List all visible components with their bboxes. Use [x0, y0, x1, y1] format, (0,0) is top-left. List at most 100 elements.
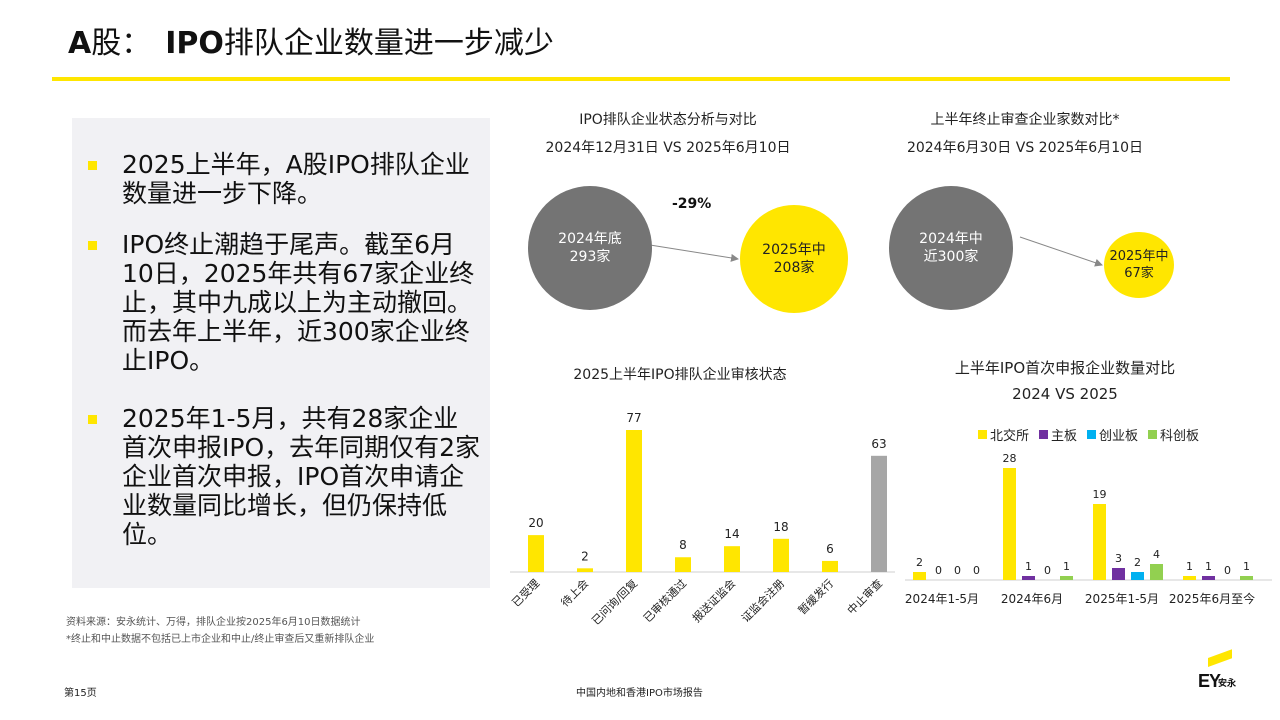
panel1-right-line1: 2025年中 [762, 242, 826, 258]
panel2-left-line2: 近300家 [923, 249, 979, 265]
chart2-bar [1202, 576, 1215, 580]
legend-swatch-blue [1087, 430, 1097, 439]
chart2-value-label: 0 [954, 564, 961, 577]
chart1-value-label: 20 [528, 516, 543, 530]
panel1-heading: IPO排队企业状态分析与对比 2024年12月31日 VS 2025年6月10日 [528, 108, 808, 160]
chart1-category-label: 暂缓发行 [795, 576, 836, 617]
panel2-right-line1: 2025年中 [1109, 249, 1169, 264]
chart1-bar [871, 455, 887, 572]
chart2-value-label: 1 [1205, 560, 1212, 573]
bullet-text: IPO终止潮趋于尾声。截至6月10日，2025年共有67家企业终止，其中九成以上… [122, 230, 475, 375]
ey-logo: EY 安永 [1198, 649, 1237, 692]
page-title: A股： IPO排队企业数量进一步减少 [68, 24, 554, 64]
chart2-category-label: 2025年1-5月 [1085, 592, 1159, 606]
chart2-value-label: 1 [1243, 560, 1250, 573]
bullet-text: 2025上半年，A股IPO排队企业数量进一步下降。 [122, 150, 470, 208]
legend-swatch-yellow [978, 430, 987, 439]
panel2-left-line1: 2024年中 [919, 231, 983, 247]
chart1-bar [626, 430, 642, 572]
chart2-bar [1093, 504, 1106, 580]
ey-logo-text: 安永 [1218, 679, 1237, 689]
legend-label: 创业板 [1099, 429, 1139, 444]
title-prefix: A [68, 26, 92, 61]
chart2-bar [1003, 468, 1016, 580]
ey-logo-mark: EY [1198, 671, 1221, 691]
panel2-right-line2: 67家 [1124, 266, 1154, 281]
chart2-heading: 上半年IPO首次申报企业数量对比 2024 VS 2025 [920, 356, 1210, 406]
legend-label: 主板 [1051, 429, 1078, 444]
panel2-subtitle: 2024年6月30日 VS 2025年6月10日 [906, 140, 1144, 156]
chart2-legend: 北交所 主板 创业板 科创板 [978, 425, 1199, 444]
title-underline [52, 77, 1230, 81]
bullet-item: 2025上半年，A股IPO排队企业数量进一步下降。 [88, 150, 483, 208]
legend-swatch-green [1148, 430, 1158, 439]
chart2-value-label: 3 [1115, 552, 1122, 565]
chart2-category-label: 2025年6月至今 [1169, 591, 1255, 606]
legend-item: 北交所 [978, 425, 1029, 444]
panel1-left-line1: 2024年底 [558, 231, 622, 247]
bullet-marker [88, 415, 97, 424]
chart1-title: 2025上半年IPO排队企业审核状态 [573, 367, 787, 383]
title-rest: 排队企业数量进一步减少 [223, 26, 554, 61]
footnote: *终止和中止数据不包括已上市企业和中止/终止审查后又重新排队企业 [66, 634, 375, 645]
chart2-bar [1060, 576, 1073, 580]
chart1-bar [724, 546, 740, 572]
chart2-value-label: 1 [1025, 560, 1032, 573]
chart2-bar [1112, 568, 1125, 580]
panel2-circle-2024: 2024年中 近300家 [889, 186, 1013, 310]
source-note: 资料来源：安永统计、万得，排队企业按2025年6月10日数据统计 [66, 617, 361, 628]
title-strong: IPO [165, 26, 224, 61]
chart1-bar [528, 535, 544, 572]
chart2-value-label: 4 [1153, 548, 1160, 561]
change-percent: -29% [672, 196, 712, 212]
bullet-marker [88, 161, 97, 170]
chart1-value-label: 63 [871, 437, 886, 451]
chart1-svg: 20 已受理 2 待上会 77 已问询/回复 8 已审核通过 14 报送证监会 18 证监会注册 6 暂缓… [510, 411, 895, 628]
bullet-panel: 2025上半年，A股IPO排队企业数量进一步下降。 IPO终止潮趋于尾声。截至6… [72, 118, 490, 588]
chart2-bar [1183, 576, 1196, 580]
chart1-value-label: 6 [826, 542, 834, 556]
chart1-value-label: 14 [724, 527, 739, 541]
chart1-value-label: 2 [581, 549, 589, 563]
chart2-value-label: 0 [973, 564, 980, 577]
chart1-value-label: 77 [626, 411, 641, 425]
chart2-bar [1150, 564, 1163, 580]
chart1-category-label: 已问询/回复 [589, 576, 640, 627]
chart1-bar [773, 538, 789, 572]
panel1-circle-2024: 2024年底 293家 [528, 186, 652, 310]
report-name: 中国内地和香港IPO市场报告 [576, 688, 703, 699]
chart2-value-label: 1 [1186, 560, 1193, 573]
chart2-value-label: 2 [1134, 556, 1141, 569]
chart1-bar [577, 568, 593, 572]
chart1-bar [822, 560, 838, 572]
panel1-title: IPO排队企业状态分析与对比 [579, 112, 757, 128]
bullet-text: 2025年1-5月，共有28家企业首次申报IPO，去年同期仅有2家企业首次申报，… [122, 404, 481, 549]
chart1-category-label: 待上会 [558, 576, 591, 609]
panel2-arrow [1019, 236, 1103, 267]
panel1-right-line2: 208家 [773, 260, 815, 276]
chart2-category-label: 2024年1-5月 [905, 592, 979, 606]
panel2-circle-2025: 2025年中 67家 [1104, 232, 1174, 298]
bullet-marker [88, 241, 97, 250]
panel1-circle-2025: 2025年中 208家 [740, 205, 848, 313]
legend-swatch-purple [1039, 430, 1049, 439]
bullet-item: 2025年1-5月，共有28家企业首次申报IPO，去年同期仅有2家企业首次申报，… [88, 404, 483, 549]
chart2-bar [1240, 576, 1253, 580]
chart2-subtitle: 2024 VS 2025 [1012, 385, 1118, 403]
chart1-value-label: 8 [679, 538, 687, 552]
chart1-bar [675, 557, 691, 572]
chart2-value-label: 0 [935, 564, 942, 577]
legend-item: 科创板 [1148, 425, 1199, 444]
panel1-left-line2: 293家 [569, 249, 611, 265]
legend-label: 科创板 [1160, 429, 1200, 444]
chart2-value-label: 2 [916, 556, 923, 569]
panel1-arrow [649, 244, 739, 262]
chart2-value-label: 0 [1044, 564, 1051, 577]
chart2-value-label: 0 [1224, 564, 1231, 577]
chart2-value-label: 28 [1003, 452, 1017, 465]
chart2-bar [913, 572, 926, 580]
chart1-category-label: 报送证监会 [689, 576, 738, 625]
chart2-value-label: 1 [1063, 560, 1070, 573]
